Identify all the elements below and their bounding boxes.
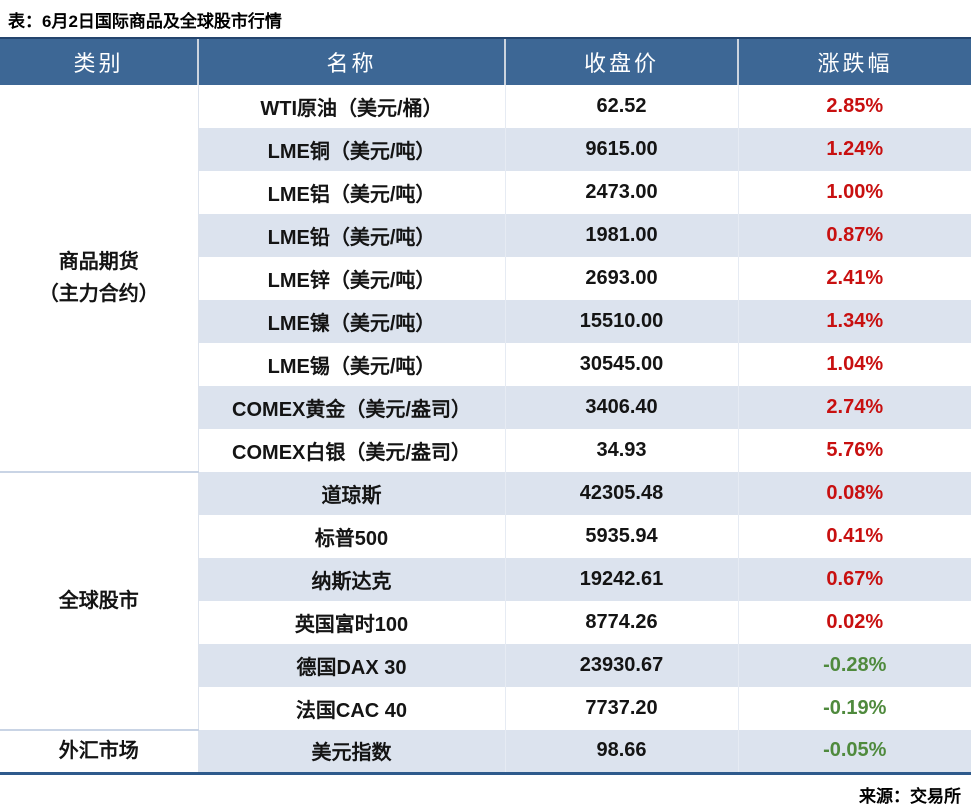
- change-value: -0.28%: [823, 654, 887, 676]
- table-row: LME锡（美元/吨） 30545.00 1.04%: [0, 343, 971, 386]
- closing-price: 3406.40: [504, 386, 738, 429]
- change-percent: 0.67%: [737, 558, 971, 601]
- closing-price: 1981.00: [504, 214, 738, 257]
- closing-price: 9615.00: [504, 128, 738, 171]
- table-row: LME镍（美元/吨） 15510.00 1.34%: [0, 300, 971, 343]
- closing-price: 15510.00: [504, 300, 738, 343]
- change-percent: 1.34%: [737, 300, 971, 343]
- instrument-name: LME铅（美元/吨）: [197, 214, 505, 257]
- change-percent: 0.87%: [737, 214, 971, 257]
- instrument-name: LME锡（美元/吨）: [197, 343, 505, 386]
- instrument-name: LME锌（美元/吨）: [197, 257, 505, 300]
- category-cell-forex: 外汇市场: [0, 730, 198, 775]
- change-value: 0.67%: [826, 568, 884, 590]
- instrument-name: LME铝（美元/吨）: [197, 171, 505, 214]
- change-value: 0.02%: [826, 611, 884, 633]
- source-label: 来源：交易所: [859, 786, 961, 806]
- market-table: 类别 名称 收盘价 涨跌幅 商品期货 （主力合约） WTI原油（美元/桶） 62…: [0, 37, 971, 775]
- table-row: COMEX黄金（美元/盎司） 3406.40 2.74%: [0, 386, 971, 429]
- instrument-name: 英国富时100: [197, 601, 505, 644]
- table-row: 全球股市 道琼斯 42305.48 0.08%: [0, 472, 971, 731]
- table-row: LME铜（美元/吨） 9615.00 1.24%: [0, 128, 971, 171]
- table-row: COMEX白银（美元/盎司） 34.93 5.76%: [0, 429, 971, 472]
- change-value: 2.85%: [826, 95, 884, 117]
- change-percent: -0.28%: [737, 644, 971, 687]
- instrument-name: 纳斯达克: [197, 558, 505, 601]
- instrument-name: 德国DAX 30: [197, 644, 505, 687]
- instrument-name: COMEX黄金（美元/盎司）: [197, 386, 505, 429]
- change-value: 1.24%: [826, 138, 884, 160]
- change-value: 1.04%: [826, 353, 884, 375]
- closing-price: 2693.00: [504, 257, 738, 300]
- table-row: 英国富时100 8774.26 0.02%: [0, 601, 971, 644]
- table-row: 法国CAC 40 7737.20 -0.19%: [0, 687, 971, 730]
- table-row: 标普500 5935.94 0.41%: [0, 515, 971, 558]
- change-percent: 1.00%: [737, 171, 971, 214]
- col-header-category: 类别: [0, 37, 198, 85]
- change-percent: 0.02%: [737, 601, 971, 644]
- instrument-name: LME镍（美元/吨）: [197, 300, 505, 343]
- instrument-name: 道琼斯: [197, 472, 505, 515]
- change-percent: 1.04%: [737, 343, 971, 386]
- closing-price: 34.93: [504, 429, 738, 472]
- col-header-name: 名称: [197, 37, 505, 85]
- change-percent: 5.76%: [737, 429, 971, 472]
- instrument-name: LME铜（美元/吨）: [197, 128, 505, 171]
- change-percent: 0.08%: [737, 472, 971, 515]
- change-value: 0.41%: [826, 525, 884, 547]
- change-value: 2.41%: [826, 267, 884, 289]
- change-percent: 2.85%: [737, 85, 971, 128]
- change-percent: 1.24%: [737, 128, 971, 171]
- category-cell-global-stocks: 全球股市: [0, 472, 198, 731]
- change-value: -0.19%: [823, 697, 887, 719]
- table-row: LME铝（美元/吨） 2473.00 1.00%: [0, 171, 971, 214]
- change-value: 5.76%: [826, 439, 884, 461]
- closing-price: 30545.00: [504, 343, 738, 386]
- table-header-row: 类别 名称 收盘价 涨跌幅: [0, 37, 971, 85]
- change-value: 2.74%: [826, 396, 884, 418]
- change-percent: 0.41%: [737, 515, 971, 558]
- closing-price: 23930.67: [504, 644, 738, 687]
- table-row: 德国DAX 30 23930.67 -0.28%: [0, 644, 971, 687]
- instrument-name: 美元指数: [197, 730, 505, 775]
- change-value: 0.87%: [826, 224, 884, 246]
- closing-price: 8774.26: [504, 601, 738, 644]
- instrument-name: 标普500: [197, 515, 505, 558]
- change-value: 1.34%: [826, 310, 884, 332]
- instrument-name: WTI原油（美元/桶）: [197, 85, 505, 128]
- table-row: 商品期货 （主力合约） WTI原油（美元/桶） 62.52 2.85%: [0, 85, 971, 473]
- table-title: 表：6月2日国际商品及全球股市行情: [8, 12, 282, 31]
- closing-price: 98.66: [504, 730, 738, 775]
- closing-price: 62.52: [504, 85, 738, 128]
- closing-price: 2473.00: [504, 171, 738, 214]
- change-percent: 2.74%: [737, 386, 971, 429]
- closing-price: 5935.94: [504, 515, 738, 558]
- table-row: 外汇市场 美元指数 98.66 -0.05%: [0, 730, 971, 775]
- instrument-name: COMEX白银（美元/盎司）: [197, 429, 505, 472]
- table-row: 纳斯达克 19242.61 0.67%: [0, 558, 971, 601]
- change-value: 0.08%: [826, 482, 884, 504]
- change-percent: 2.41%: [737, 257, 971, 300]
- change-percent: -0.19%: [737, 687, 971, 730]
- closing-price: 7737.20: [504, 687, 738, 730]
- change-value: 1.00%: [826, 181, 884, 203]
- closing-price: 42305.48: [504, 472, 738, 515]
- closing-price: 19242.61: [504, 558, 738, 601]
- table-row: LME铅（美元/吨） 1981.00 0.87%: [0, 214, 971, 257]
- change-percent: -0.05%: [737, 730, 971, 775]
- instrument-name: 法国CAC 40: [197, 687, 505, 730]
- category-cell-commodity-futures: 商品期货 （主力合约）: [0, 85, 198, 473]
- col-header-close: 收盘价: [504, 37, 738, 85]
- change-value: -0.05%: [823, 739, 887, 762]
- col-header-change: 涨跌幅: [737, 37, 971, 85]
- table-row: LME锌（美元/吨） 2693.00 2.41%: [0, 257, 971, 300]
